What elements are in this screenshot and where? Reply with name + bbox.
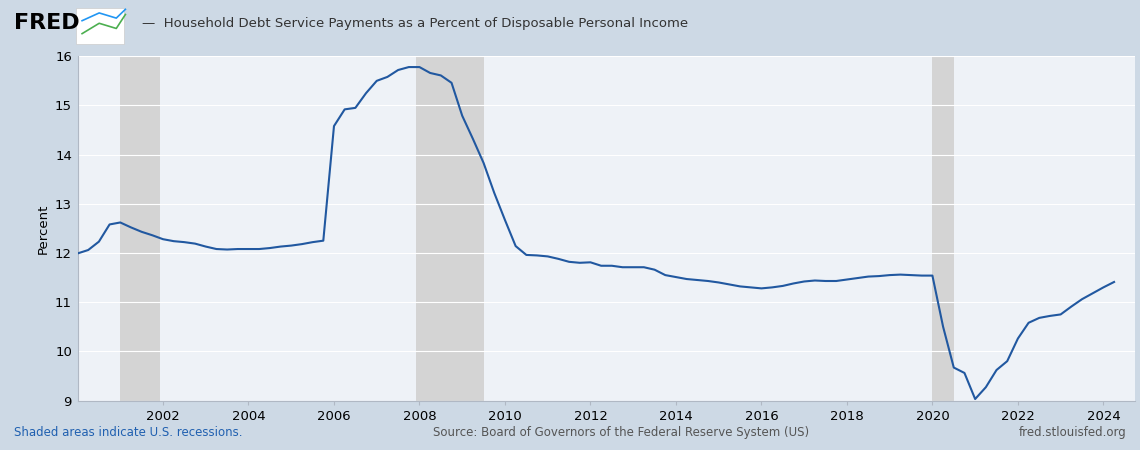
Text: Source: Board of Governors of the Federal Reserve System (US): Source: Board of Governors of the Federa…	[433, 426, 809, 439]
Text: fred.stlouisfed.org: fred.stlouisfed.org	[1018, 426, 1126, 439]
Text: —  Household Debt Service Payments as a Percent of Disposable Personal Income: — Household Debt Service Payments as a P…	[142, 17, 689, 30]
Bar	[416, 56, 483, 400]
Text: Shaded areas indicate U.S. recessions.: Shaded areas indicate U.S. recessions.	[14, 426, 242, 439]
Y-axis label: Percent: Percent	[36, 203, 49, 253]
Bar	[120, 56, 160, 400]
Bar	[933, 56, 954, 400]
Text: FRED: FRED	[14, 14, 80, 33]
Bar	[76, 8, 124, 44]
